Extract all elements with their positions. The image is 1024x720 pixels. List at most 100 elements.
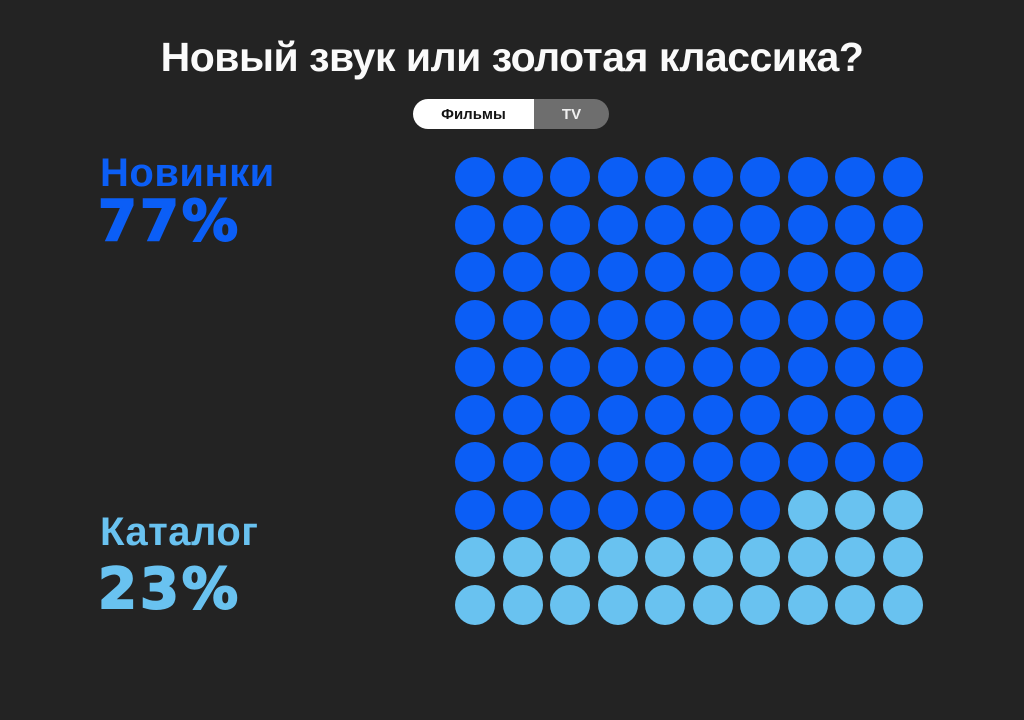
waffle-dot <box>740 584 780 625</box>
waffle-dot <box>645 489 685 530</box>
waffle-dot <box>597 347 638 387</box>
waffle-dot <box>692 347 733 387</box>
waffle-dot <box>550 299 590 340</box>
waffle-dot <box>550 157 590 197</box>
waffle-dot <box>455 489 495 530</box>
waffle-dot <box>692 299 733 340</box>
waffle-dot <box>787 394 828 435</box>
waffle-dot <box>645 157 685 197</box>
waffle-dot <box>692 442 733 482</box>
page-title: Новый звук или золотая классика? <box>160 34 864 80</box>
waffle-dot <box>597 204 638 245</box>
waffle-dot <box>645 394 685 435</box>
waffle-dot <box>502 157 543 197</box>
waffle-dot <box>502 204 543 245</box>
waffle-dot <box>692 252 733 292</box>
waffle-dot <box>550 204 590 245</box>
waffle-dot <box>882 347 923 387</box>
waffle-dot <box>645 442 685 482</box>
waffle-dot <box>502 489 543 530</box>
waffle-dot <box>597 252 638 292</box>
waffle-dot <box>692 204 733 245</box>
waffle-dot <box>787 537 828 577</box>
toggle-tv-button[interactable]: TV <box>534 99 609 129</box>
waffle-dot <box>455 394 495 435</box>
legend-catalog-label: Каталог <box>100 510 259 554</box>
waffle-dot <box>645 347 685 387</box>
waffle-dot <box>455 204 495 245</box>
waffle-dot <box>455 584 495 625</box>
waffle-dot <box>597 537 638 577</box>
waffle-dot <box>882 584 923 625</box>
waffle-dot <box>882 157 923 197</box>
waffle-dot <box>455 442 495 482</box>
waffle-dot <box>502 252 543 292</box>
waffle-dot <box>882 299 923 340</box>
waffle-dot <box>455 252 495 292</box>
waffle-dot <box>692 394 733 435</box>
content-type-toggle: Фильмы TV <box>413 99 609 129</box>
waffle-dot <box>502 442 543 482</box>
waffle-dot <box>692 584 733 625</box>
waffle-dot <box>740 252 780 292</box>
waffle-dot <box>882 204 923 245</box>
waffle-dot <box>502 584 543 625</box>
waffle-dot <box>740 157 780 197</box>
waffle-dot <box>597 157 638 197</box>
waffle-dot <box>882 442 923 482</box>
waffle-dot <box>455 299 495 340</box>
waffle-dot <box>502 394 543 435</box>
waffle-dot <box>740 394 780 435</box>
waffle-dot <box>502 299 543 340</box>
waffle-dot <box>740 299 780 340</box>
waffle-dot <box>502 347 543 387</box>
waffle-dot <box>455 537 495 577</box>
waffle-dot <box>787 299 828 340</box>
waffle-dot <box>692 489 733 530</box>
waffle-dot <box>740 204 780 245</box>
waffle-chart <box>455 157 923 625</box>
waffle-dot <box>645 252 685 292</box>
waffle-dot <box>740 537 780 577</box>
waffle-dot <box>787 347 828 387</box>
waffle-dot <box>835 347 875 387</box>
waffle-dot <box>550 394 590 435</box>
waffle-dot <box>645 537 685 577</box>
waffle-dot <box>835 394 875 435</box>
waffle-dot <box>787 442 828 482</box>
waffle-dot <box>550 584 590 625</box>
waffle-dot <box>835 584 875 625</box>
waffle-dot <box>645 299 685 340</box>
waffle-dot <box>645 204 685 245</box>
toggle-films-button[interactable]: Фильмы <box>413 99 534 129</box>
waffle-dot <box>645 584 685 625</box>
waffle-dot <box>882 394 923 435</box>
waffle-dot <box>550 537 590 577</box>
waffle-dot <box>740 347 780 387</box>
waffle-dot <box>550 489 590 530</box>
legend-new-releases-label: Новинки <box>100 151 275 195</box>
waffle-dot <box>597 394 638 435</box>
waffle-dot <box>835 157 875 197</box>
waffle-dot <box>550 347 590 387</box>
waffle-dot <box>550 442 590 482</box>
waffle-dot <box>502 537 543 577</box>
waffle-dot <box>740 489 780 530</box>
waffle-dot <box>835 537 875 577</box>
waffle-dot <box>692 537 733 577</box>
legend-new-releases-value: 77% <box>97 189 242 254</box>
waffle-dot <box>455 347 495 387</box>
waffle-dot <box>597 489 638 530</box>
waffle-dot <box>787 204 828 245</box>
waffle-dot <box>787 584 828 625</box>
legend-catalog-value: 23% <box>97 557 242 622</box>
waffle-dot <box>597 584 638 625</box>
waffle-dot <box>882 537 923 577</box>
waffle-dot <box>882 489 923 530</box>
waffle-dot <box>835 299 875 340</box>
waffle-dot <box>835 489 875 530</box>
waffle-dot <box>740 442 780 482</box>
waffle-dot <box>597 299 638 340</box>
waffle-dot <box>597 442 638 482</box>
